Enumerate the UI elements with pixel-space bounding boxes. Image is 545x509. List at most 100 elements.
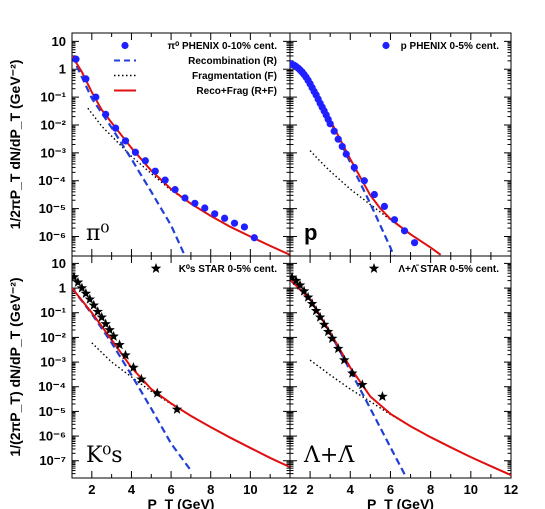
data-point — [338, 142, 346, 151]
data-points — [72, 271, 183, 414]
x-tick-label: 10 — [243, 482, 257, 497]
data-point — [92, 306, 103, 317]
data-point — [221, 214, 229, 222]
legend-entry: p PHENIX 0-5% cent. — [401, 41, 500, 52]
fragmentation-curve — [309, 150, 442, 256]
data-point — [380, 202, 389, 211]
y-tick-label: 10⁻⁵ — [39, 201, 66, 216]
data-point — [76, 282, 88, 293]
data-point — [82, 75, 90, 83]
data-point — [161, 176, 169, 184]
x-tick-label: 10 — [464, 482, 478, 497]
legend-entry: Reco+Frag (R+F) — [196, 86, 277, 97]
data-point — [128, 362, 139, 372]
x-tick-label: 2 — [88, 482, 95, 497]
data-point — [121, 137, 130, 145]
data-point — [298, 285, 310, 296]
data-point — [151, 167, 159, 175]
data-point — [334, 135, 342, 143]
data-point — [102, 110, 110, 118]
recombination-curve — [72, 287, 192, 472]
data-point — [92, 93, 100, 101]
panel-label: Λ+Λ̄ — [303, 443, 355, 468]
x-tick-label: 2 — [306, 482, 313, 497]
data-point — [310, 305, 322, 316]
recombination-curve — [72, 55, 186, 256]
data-point — [230, 219, 239, 227]
data-point — [400, 227, 409, 235]
x-tick-label: 12 — [504, 482, 518, 497]
legend-marker — [368, 263, 380, 273]
data-point — [211, 210, 219, 218]
data-point — [342, 150, 350, 158]
y-axis-label-top: 1/2πP_T dN/dP_T (GeV⁻²) — [7, 60, 23, 230]
data-point — [326, 333, 338, 343]
data-point — [290, 275, 302, 286]
panel-frame — [289, 32, 512, 257]
x-axis-label: P_T (GeV) — [148, 496, 215, 509]
data-point — [141, 157, 149, 165]
data-point — [330, 127, 338, 135]
data-point — [357, 379, 368, 390]
x-tick-label: 12 — [283, 482, 297, 497]
panel-K0s: K⁰s STAR 0-5% cent. K⁰s — [71, 255, 291, 479]
panel-label: π⁰ — [86, 221, 109, 246]
total-curve — [290, 278, 511, 477]
data-points — [72, 55, 258, 242]
data-point — [171, 186, 179, 194]
y-tick-label: 10⁻³ — [40, 145, 66, 160]
data-point — [377, 391, 388, 401]
data-point — [72, 55, 80, 63]
legend-marker — [150, 263, 162, 273]
data-point — [347, 367, 358, 378]
data-point — [339, 354, 350, 365]
panel-Lambda: Λ+Λ̄ STAR 0-5% cent. Λ+Λ̄ — [289, 255, 512, 479]
legend-entry: π⁰ PHENIX 0-10% cent. — [168, 41, 278, 52]
data-point — [410, 239, 419, 247]
panel-frame — [289, 255, 512, 479]
data-points — [290, 59, 419, 247]
data-point — [201, 204, 209, 212]
recombination-curve — [290, 62, 395, 256]
x-tick-label: 8 — [207, 482, 214, 497]
legend-entry: Fragmentation (F) — [192, 71, 277, 82]
data-point — [294, 279, 306, 290]
panel-pi0: π⁰ PHENIX 0-10% cent. Recombination (R) Fr… — [71, 32, 291, 257]
data-points — [290, 271, 388, 401]
data-point — [326, 120, 334, 128]
panel-p: p PHENIX 0-5% cent. p — [289, 32, 512, 257]
y-tick-label: 10⁻⁴ — [38, 173, 66, 188]
x-tick-label: 8 — [427, 482, 434, 497]
data-point — [108, 330, 119, 341]
data-point — [390, 216, 399, 224]
data-point — [151, 387, 163, 398]
y-tick-label: 10⁻² — [40, 330, 66, 345]
data-point — [322, 326, 334, 337]
data-point — [96, 311, 107, 322]
legend-entry: Λ+Λ̄ STAR 0-5% cent. — [398, 264, 499, 275]
data-point — [80, 288, 92, 298]
data-point — [314, 311, 326, 322]
data-point — [88, 299, 100, 310]
data-point — [104, 324, 115, 335]
y-tick-label: 10⁻⁶ — [39, 229, 66, 244]
y-tick-label: 10 — [52, 256, 66, 271]
y-axis-label-bottom: 1/(2πP_T) dN/dP_T (GeV⁻²) — [7, 277, 23, 456]
data-point — [332, 343, 344, 354]
y-tick-label: 1 — [59, 62, 66, 77]
legend-marker — [382, 41, 390, 50]
data-point — [131, 148, 140, 156]
data-point — [302, 291, 314, 302]
curves — [72, 287, 290, 472]
data-point — [350, 163, 358, 172]
data-point — [136, 373, 147, 384]
data-point — [84, 293, 96, 304]
y-tick-label: 10⁻⁶ — [39, 429, 66, 444]
data-point — [250, 234, 258, 242]
data-point — [120, 349, 131, 360]
data-point — [72, 276, 84, 287]
x-tick-label: 4 — [347, 482, 355, 497]
data-point — [370, 190, 378, 199]
data-point — [112, 124, 120, 132]
y-tick-label: 1 — [59, 281, 66, 296]
